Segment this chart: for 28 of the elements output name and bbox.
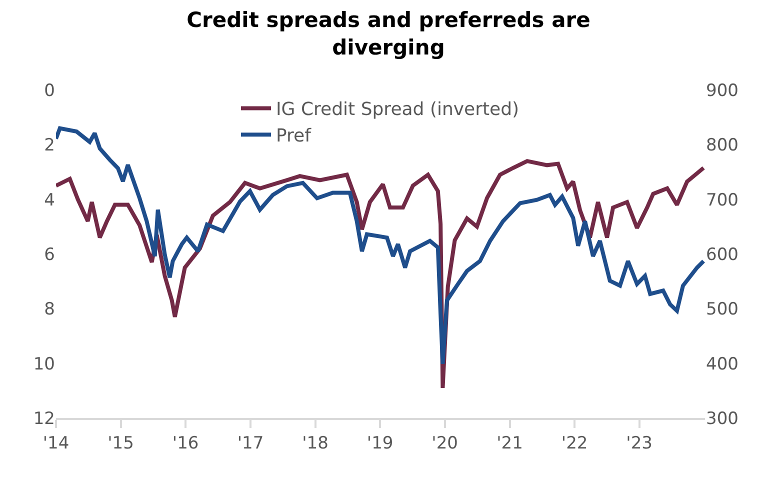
y2-tick-label: 900 bbox=[706, 80, 738, 101]
x-tick-label: '20 bbox=[432, 433, 458, 454]
y-tick-label: 2 bbox=[44, 136, 55, 156]
y-tick-label: 6 bbox=[44, 244, 55, 265]
line-series bbox=[56, 126, 705, 366]
y2-tick-label: 400 bbox=[706, 354, 738, 374]
y2-tick-label: 300 bbox=[706, 408, 738, 429]
x-tick-label: '15 bbox=[108, 433, 134, 454]
y-tick-label: 12 bbox=[33, 408, 55, 429]
y2-tick-label: 800 bbox=[706, 136, 738, 156]
chart-title: Credit spreads and preferreds are diverging bbox=[186, 8, 590, 60]
legend-label: Pref bbox=[276, 126, 312, 147]
x-tick-label: '22 bbox=[561, 433, 588, 454]
legend-label: IG Credit Spread (inverted) bbox=[276, 99, 520, 120]
y2-tick-label: 500 bbox=[706, 300, 738, 320]
y-tick-label: 10 bbox=[33, 354, 55, 374]
y2-tick-label: 600 bbox=[706, 244, 738, 265]
y-tick-label: 8 bbox=[44, 300, 55, 320]
x-tick-label: '17 bbox=[237, 433, 264, 454]
x-tick-label: '14 bbox=[42, 433, 70, 454]
y-tick-label: 0 bbox=[44, 80, 55, 101]
x-tick-label: '16 bbox=[172, 433, 199, 454]
x-tick-label: '21 bbox=[496, 433, 523, 454]
y2-tick-label: 700 bbox=[706, 190, 738, 210]
x-tick-label: '18 bbox=[302, 433, 328, 454]
x-tick-label: '19 bbox=[366, 433, 394, 454]
x-tick-label: '23 bbox=[626, 433, 652, 454]
y-tick-label: 4 bbox=[44, 190, 55, 210]
